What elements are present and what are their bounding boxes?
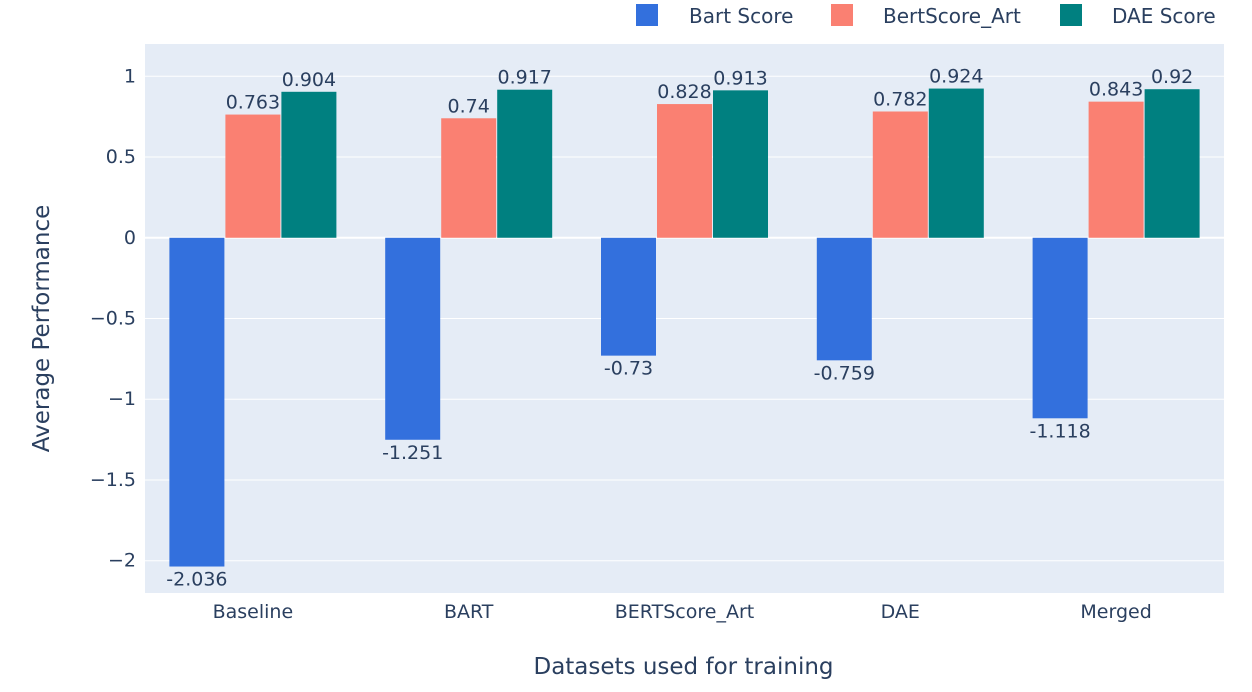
- bar: [601, 237, 656, 356]
- bar: [169, 237, 225, 567]
- y-tick-label: −0.5: [90, 308, 136, 330]
- y-tick-label: 0: [124, 227, 136, 249]
- legend-swatch: [831, 4, 853, 26]
- legend-item: BertScore_Art: [831, 4, 1021, 28]
- data-label: 0.917: [497, 67, 551, 89]
- bar: [713, 90, 768, 238]
- data-label: 0.924: [929, 66, 983, 88]
- bar: [657, 104, 712, 238]
- legend-label: BertScore_Art: [883, 4, 1021, 28]
- y-tick-label: −2: [108, 550, 136, 572]
- legend: Bart Score BertScore_Art DAE Score: [636, 4, 1216, 28]
- x-tick-label: DAE: [881, 601, 920, 623]
- legend-item: DAE Score: [1060, 4, 1216, 28]
- y-tick-label: 1: [124, 65, 136, 87]
- x-tick-label: BERTScore_Art: [615, 601, 754, 623]
- data-label: 0.843: [1089, 79, 1143, 101]
- x-tick-label: BART: [444, 601, 494, 623]
- bar: [928, 88, 984, 238]
- x-tick-label: Baseline: [213, 601, 294, 623]
- bar: [1144, 89, 1200, 238]
- legend-swatch: [636, 4, 658, 26]
- data-label: 0.92: [1151, 66, 1193, 88]
- data-label: -1.251: [382, 442, 443, 464]
- data-label: 0.913: [713, 67, 767, 89]
- legend-label: Bart Score: [689, 4, 793, 28]
- bar: [385, 237, 441, 440]
- bars: [169, 88, 1200, 567]
- data-label: 0.782: [873, 88, 927, 110]
- bar: [816, 237, 872, 361]
- data-label: 0.904: [282, 69, 336, 91]
- data-label: -1.118: [1029, 420, 1090, 442]
- x-tick-label: Merged: [1080, 601, 1151, 623]
- bar: [872, 111, 928, 238]
- bar: [225, 114, 281, 238]
- data-label: -2.036: [166, 569, 227, 591]
- data-label: 0.763: [226, 92, 280, 114]
- x-axis-title: Datasets used for training: [533, 654, 833, 680]
- bar: [281, 91, 337, 238]
- bar: [1032, 237, 1088, 419]
- bar: [497, 89, 553, 238]
- legend-swatch: [1060, 4, 1082, 26]
- data-label: 0.828: [657, 81, 711, 103]
- legend-item: Bart Score: [636, 4, 793, 28]
- data-label: -0.73: [604, 358, 653, 380]
- bar: [1088, 101, 1144, 238]
- x-axis-ticks: Baseline BART BERTScore_Art DAE Merged: [213, 601, 1152, 623]
- y-tick-label: −1: [108, 388, 136, 410]
- y-tick-label: −1.5: [90, 469, 136, 491]
- y-axis-title: Average Performance: [29, 205, 55, 453]
- y-tick-label: 0.5: [106, 146, 136, 168]
- data-label: 0.74: [448, 95, 490, 117]
- y-axis-ticks: 1 0.5 0 −0.5 −1 −1.5 −2: [90, 65, 136, 571]
- bar: [441, 118, 497, 238]
- legend-label: DAE Score: [1112, 4, 1216, 28]
- data-label: -0.759: [814, 362, 875, 384]
